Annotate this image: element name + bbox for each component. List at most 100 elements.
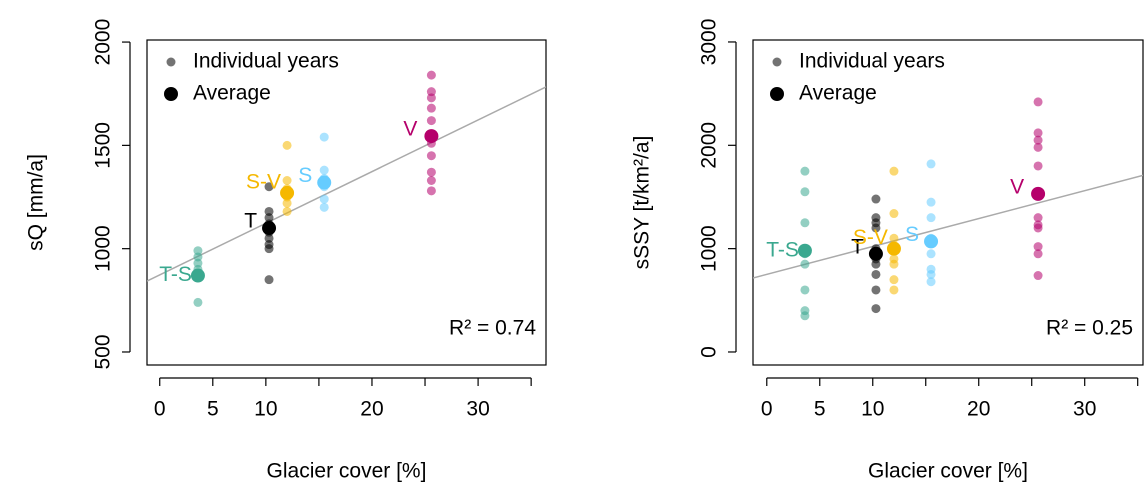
point — [889, 233, 899, 243]
point — [426, 116, 436, 126]
group-label: T-S — [766, 238, 799, 261]
point — [800, 285, 810, 295]
point — [871, 259, 881, 269]
point — [426, 103, 436, 113]
point — [871, 194, 881, 204]
point — [1033, 97, 1043, 107]
point — [282, 198, 292, 208]
legend-label: Average — [193, 82, 271, 105]
point — [1033, 161, 1043, 171]
point — [871, 269, 881, 279]
point — [264, 182, 274, 192]
point — [1033, 213, 1043, 223]
point — [889, 275, 899, 285]
regression-line — [147, 86, 546, 282]
point — [264, 213, 274, 223]
point — [319, 202, 329, 212]
group-label: V — [1010, 175, 1024, 198]
point — [426, 87, 436, 97]
average-point — [424, 129, 439, 144]
point — [800, 166, 810, 176]
group-label: S — [298, 164, 312, 187]
point — [1033, 271, 1043, 281]
point — [889, 285, 899, 295]
point — [193, 252, 203, 262]
point — [800, 259, 810, 269]
plot-area — [147, 70, 546, 307]
legend-marker-average — [164, 87, 178, 101]
point — [264, 275, 274, 285]
group-label: T — [244, 210, 257, 233]
y-tick-label: 1000 — [92, 225, 115, 272]
point — [426, 175, 436, 185]
point — [319, 165, 329, 175]
point — [193, 258, 203, 268]
point — [1033, 249, 1043, 259]
x-tick-label: 20 — [967, 398, 990, 421]
x-tick-label: 30 — [466, 398, 489, 421]
point — [1033, 223, 1043, 233]
point — [889, 259, 899, 269]
average-point — [262, 221, 277, 236]
point — [1033, 142, 1043, 152]
point — [426, 93, 436, 103]
group-label: V — [403, 118, 417, 141]
point — [426, 151, 436, 161]
point — [282, 206, 292, 216]
group-label: T-S — [159, 263, 192, 286]
legend-label: Individual years — [193, 50, 339, 73]
panel: 500 1000 1500 2000 0 5 10 20 30 Glacier cover [%]… — [25, 19, 547, 483]
group-label: S-V — [246, 170, 281, 193]
y-tick-label: 3000 — [698, 19, 721, 66]
y-tick-label: 500 — [92, 334, 115, 369]
average-point — [868, 246, 883, 261]
point — [1033, 135, 1043, 145]
point — [889, 209, 899, 219]
point — [319, 194, 329, 204]
average-point — [317, 175, 332, 190]
plot-box — [146, 39, 547, 366]
point — [926, 249, 936, 259]
point — [282, 140, 292, 150]
point — [193, 246, 203, 256]
average-point — [190, 268, 205, 283]
average-point — [924, 234, 939, 249]
average-point — [1031, 186, 1046, 201]
x-tick-label: 20 — [360, 398, 383, 421]
point — [426, 186, 436, 196]
group-label: T — [851, 235, 864, 258]
point — [264, 233, 274, 243]
y-tick-label: 2000 — [92, 19, 115, 66]
x-tick-label: 10 — [861, 398, 884, 421]
y-tick-label: 0 — [698, 346, 721, 358]
r-squared: R² = 0.25 — [1046, 317, 1133, 340]
point — [426, 70, 436, 80]
x-axis-label: Glacier cover [%] — [267, 460, 427, 483]
x-tick-label: 10 — [254, 398, 277, 421]
point — [926, 159, 936, 169]
point — [426, 167, 436, 177]
y-axis-label: sSSY [t/km²/a] — [631, 136, 654, 270]
group-label: S — [905, 223, 919, 246]
x-tick-label: 0 — [154, 398, 166, 421]
x-tick-label: 0 — [761, 398, 773, 421]
point — [926, 277, 936, 287]
point — [264, 244, 274, 254]
point — [871, 223, 881, 233]
point — [800, 311, 810, 321]
point — [282, 175, 292, 185]
point — [889, 166, 899, 176]
average-point — [886, 241, 901, 256]
group-label: S-V — [853, 226, 888, 249]
y-tick-label: 1000 — [698, 225, 721, 272]
y-tick-label: 1500 — [92, 122, 115, 169]
point — [319, 132, 329, 142]
point — [193, 297, 203, 307]
r-squared: R² = 0.74 — [449, 317, 536, 340]
point — [926, 213, 936, 223]
x-tick-label: 5 — [207, 398, 219, 421]
point — [800, 187, 810, 197]
point — [871, 285, 881, 295]
x-axis-label: Glacier cover [%] — [868, 460, 1028, 483]
